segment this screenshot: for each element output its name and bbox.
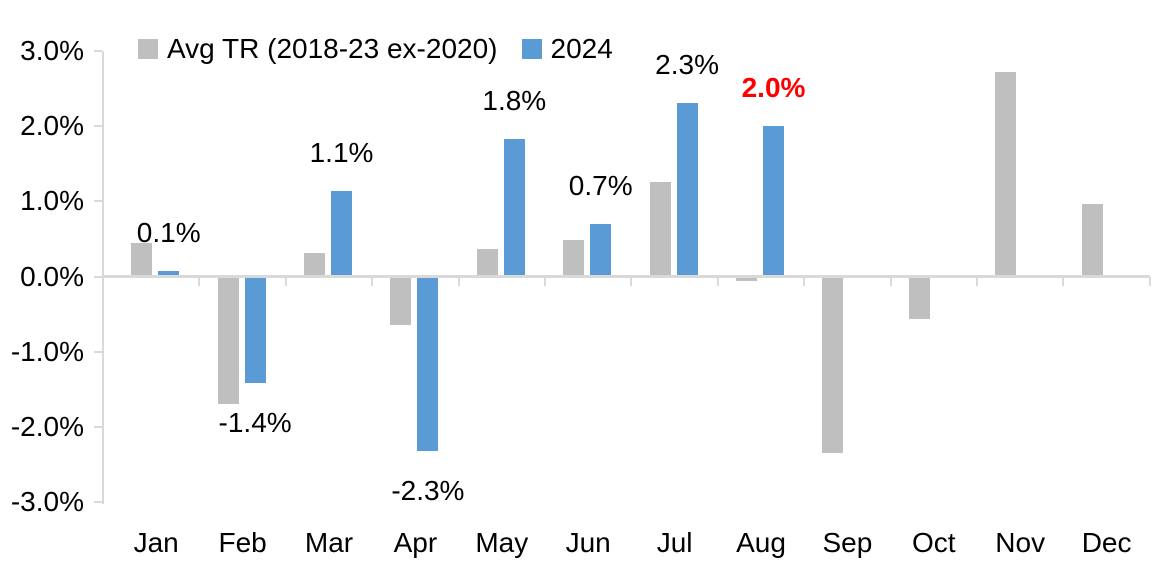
- x-axis-label-feb: Feb: [218, 527, 267, 558]
- x-axis-label-aug: Aug: [736, 527, 786, 558]
- x-axis-tick: [889, 277, 892, 286]
- legend: Avg TR (2018-23 ex-2020) 2024: [138, 34, 613, 64]
- x-axis-tick: [371, 277, 374, 286]
- x-axis-tick: [544, 277, 546, 286]
- x-axis-tick: [716, 277, 719, 286]
- bar-avg-jun: [563, 239, 585, 276]
- bar-2024-apr: [417, 276, 439, 452]
- legend-swatch-2024: [521, 39, 542, 59]
- x-axis-tick: [1148, 277, 1151, 286]
- data-label-may: 1.8%: [482, 85, 547, 117]
- legend-item-2024: 2024: [521, 33, 613, 64]
- x-axis-line: [102, 274, 1150, 278]
- y-axis-label: 2.0%: [20, 110, 84, 142]
- y-axis-label: -1.0%: [10, 335, 84, 367]
- x-axis-label-jun: Jun: [565, 527, 611, 558]
- bar-avg-sep: [822, 276, 844, 453]
- y-axis-tick: [94, 350, 102, 353]
- y-axis-tick: [94, 275, 102, 278]
- y-axis-label: 1.0%: [20, 185, 84, 217]
- bar-avg-jul: [649, 182, 671, 276]
- x-axis-tick: [1062, 277, 1065, 286]
- x-axis-label-dec: Dec: [1081, 527, 1132, 558]
- bar-2024-jan: [158, 271, 180, 276]
- x-axis-label-sep: Sep: [822, 527, 873, 558]
- bar-avg-oct: [908, 276, 930, 319]
- y-axis-label: 0.0%: [20, 260, 84, 292]
- x-axis-label-jan: Jan: [133, 527, 179, 558]
- x-axis-label-may: May: [475, 527, 529, 558]
- x-axis-tick: [976, 277, 978, 286]
- bar-2024-jul: [676, 103, 698, 276]
- data-label-apr: -2.3%: [391, 475, 465, 507]
- bar-avg-dec: [1081, 203, 1103, 276]
- y-axis-tick: [94, 200, 102, 203]
- y-axis-tick: [94, 425, 102, 428]
- bar-avg-feb: [217, 276, 239, 404]
- legend-item-avg: Avg TR (2018-23 ex-2020): [138, 34, 498, 64]
- bar-2024-jun: [590, 224, 612, 276]
- y-axis-label: -3.0%: [10, 486, 84, 518]
- y-axis-label: -2.0%: [10, 410, 84, 442]
- data-label-jan: 0.1%: [136, 217, 201, 249]
- x-axis-tick: [630, 277, 633, 286]
- x-axis-label-oct: Oct: [912, 527, 956, 558]
- bar-avg-nov: [995, 72, 1017, 276]
- x-axis-tick: [198, 277, 201, 286]
- data-label-mar: 1.1%: [309, 137, 374, 169]
- x-axis-label-apr: Apr: [393, 527, 438, 558]
- x-axis-label-nov: Nov: [995, 527, 1046, 558]
- data-label-jul: 2.3%: [655, 49, 720, 81]
- data-label-aug: 2.0%: [741, 71, 806, 103]
- data-label-feb: -1.4%: [218, 406, 292, 438]
- bar-2024-aug: [763, 125, 784, 276]
- x-axis-label-jul: Jul: [656, 527, 693, 558]
- legend-label-avg: Avg TR (2018-23 ex-2020): [167, 33, 498, 64]
- bar-2024-feb: [244, 276, 266, 383]
- bar-avg-may: [476, 248, 498, 276]
- bar-avg-aug: [736, 276, 757, 282]
- legend-label-2024: 2024: [550, 33, 613, 64]
- legend-swatch-avg: [138, 39, 158, 59]
- bar-avg-apr: [390, 276, 412, 325]
- y-axis-line: [102, 51, 104, 505]
- y-axis-tick: [94, 50, 102, 52]
- x-axis-tick: [803, 277, 806, 286]
- bar-avg-jan: [131, 242, 153, 276]
- y-axis-label: 3.0%: [20, 35, 84, 66]
- x-axis-label-mar: Mar: [304, 527, 354, 558]
- bar-2024-mar: [331, 191, 352, 276]
- data-label-jun: 0.7%: [568, 170, 633, 202]
- x-axis-tick: [284, 277, 287, 286]
- x-axis-tick: [457, 277, 460, 286]
- bar-avg-mar: [304, 253, 325, 276]
- bar-2024-may: [503, 139, 525, 276]
- y-axis-tick: [94, 501, 102, 504]
- y-axis-tick: [94, 125, 102, 128]
